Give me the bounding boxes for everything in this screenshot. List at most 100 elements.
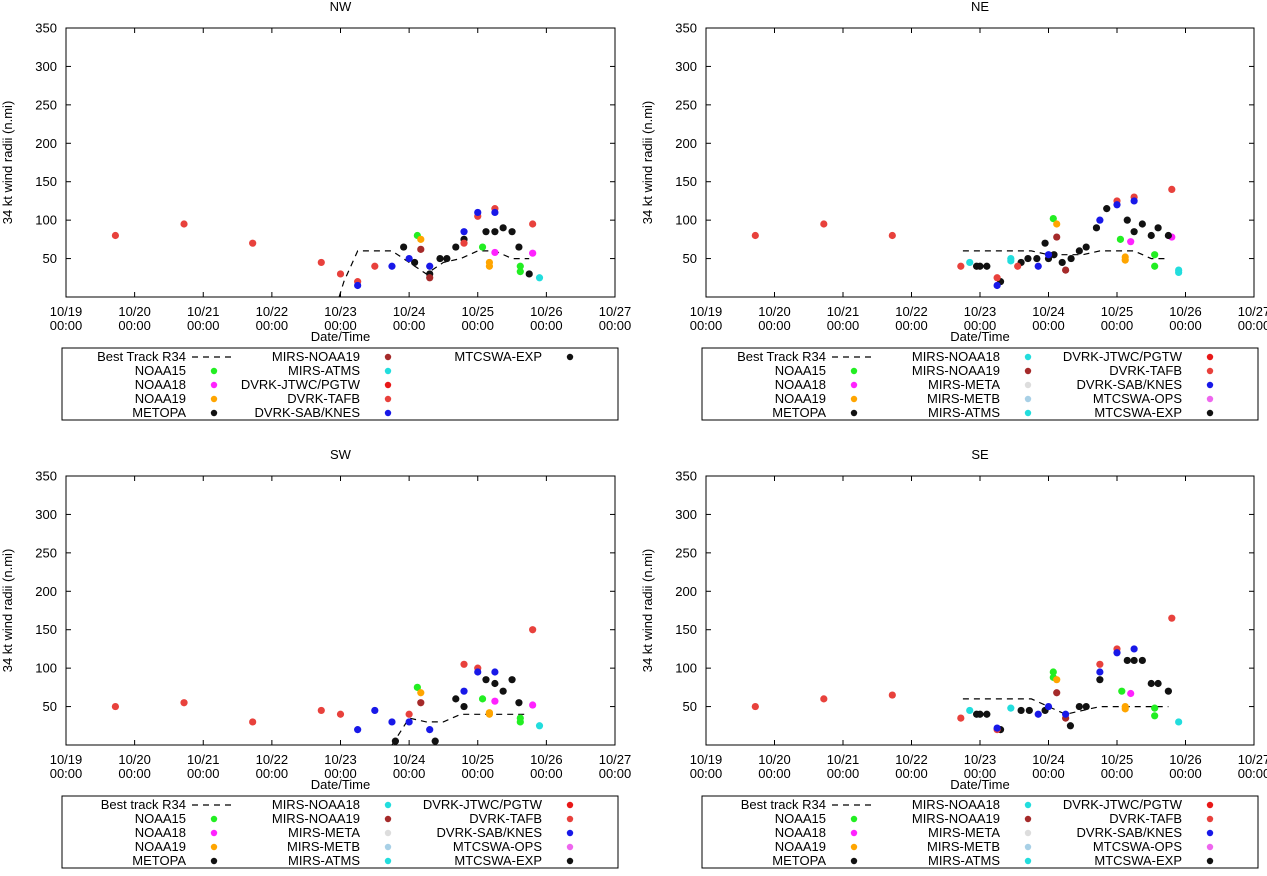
y-tick-label: 200	[675, 584, 697, 599]
x-axis-label: Date/Time	[950, 777, 1009, 792]
x-tick-date: 10/21	[187, 752, 220, 767]
x-axis-label: Date/Time	[311, 777, 370, 792]
y-tick-label: 250	[675, 545, 697, 560]
data-point	[983, 262, 991, 270]
legend-box	[61, 795, 619, 869]
x-tick-time: 00:00	[599, 318, 632, 333]
data-point	[1175, 718, 1183, 726]
data-point	[443, 254, 451, 263]
plot-area	[751, 185, 1183, 290]
series-dvrk-sab-knes	[993, 645, 1138, 732]
legend-dot-swatch	[850, 409, 858, 417]
data-point	[535, 274, 544, 282]
data-point	[491, 208, 499, 217]
data-point	[1096, 216, 1104, 224]
data-point	[993, 724, 1001, 732]
best-track-line	[962, 250, 1169, 260]
data-point	[1147, 231, 1155, 240]
y-tick-label: 150	[675, 174, 697, 189]
data-point	[820, 695, 828, 703]
data-point	[1066, 722, 1075, 730]
legend-label: NOAA18	[775, 825, 826, 840]
data-point	[1147, 679, 1155, 688]
data-point	[436, 254, 444, 263]
legend-dot-swatch	[384, 829, 392, 837]
x-tick-time: 00:00	[827, 766, 860, 781]
x-tick-time: 00:00	[895, 318, 928, 333]
legend-label: MIRS-METB	[287, 839, 360, 854]
legend-label: DVRK-TAFB	[1109, 363, 1182, 378]
data-point	[180, 220, 188, 228]
x-tick-time: 00:00	[461, 318, 494, 333]
data-point	[1017, 706, 1025, 715]
legend-label: Best track R34	[101, 797, 186, 812]
data-point	[888, 231, 896, 240]
legend-dot-swatch	[1024, 381, 1032, 389]
x-tick-time: 00:00	[1101, 766, 1134, 781]
y-tick-label: 350	[675, 469, 697, 484]
legend-label: MIRS-NOAA19	[912, 811, 1000, 826]
data-point	[491, 668, 499, 676]
legend-dot-swatch	[1024, 395, 1032, 403]
data-point	[336, 710, 345, 718]
data-point	[413, 683, 421, 691]
legend-dot-swatch	[384, 409, 392, 417]
series-metopa	[391, 676, 523, 745]
data-point	[417, 689, 425, 697]
x-tick-date: 10/26	[1169, 752, 1202, 767]
data-point	[460, 687, 468, 695]
legend-dot-swatch	[1206, 353, 1214, 361]
data-point	[1067, 254, 1075, 263]
data-point	[111, 231, 120, 240]
data-point	[1116, 235, 1125, 243]
data-point	[1151, 712, 1159, 720]
series-dvrk-sab-knes	[354, 208, 499, 290]
data-point	[529, 249, 537, 257]
x-tick-date: 10/22	[256, 752, 289, 767]
legend-dot-swatch	[566, 857, 574, 865]
data-point	[1033, 254, 1041, 263]
x-tick-time: 00:00	[256, 318, 289, 333]
data-point	[1164, 231, 1172, 240]
legend-label: MTCSWA-EXP	[1094, 853, 1182, 868]
x-tick-time: 00:00	[895, 766, 928, 781]
legend-dot-swatch	[1206, 409, 1214, 417]
x-tick-time: 00:00	[1032, 766, 1065, 781]
x-tick-date: 10/21	[827, 304, 860, 319]
x-tick-date: 10/26	[1169, 304, 1202, 319]
x-tick-time: 00:00	[1238, 318, 1267, 333]
data-point	[405, 710, 413, 718]
data-point	[1034, 262, 1042, 270]
legend-label: DVRK-TAFB	[469, 811, 542, 826]
legend-dot-swatch	[850, 395, 858, 403]
series-mirs-atms	[966, 254, 1183, 277]
series-mirs-atms	[535, 722, 544, 730]
x-tick-date: 10/26	[530, 304, 563, 319]
legend-dot-swatch	[210, 409, 218, 417]
legend-dot-swatch	[210, 843, 218, 851]
data-point	[482, 228, 490, 236]
x-tick-time: 00:00	[964, 318, 997, 333]
legend-label: MIRS-NOAA18	[912, 349, 1000, 364]
x-tick-date: 10/25	[461, 304, 494, 319]
data-point	[1121, 705, 1129, 713]
y-tick-label: 200	[35, 136, 57, 151]
data-point	[966, 258, 974, 267]
x-tick-time: 00:00	[393, 318, 426, 333]
x-tick-time: 00:00	[393, 766, 426, 781]
legend-dot-swatch	[384, 381, 392, 389]
data-point	[751, 231, 759, 240]
series-noaa19	[417, 235, 494, 270]
series-dvrk-tafb	[751, 614, 1176, 734]
legend-dot-swatch	[566, 815, 574, 823]
y-tick-label: 200	[675, 136, 697, 151]
legend-dot-swatch	[384, 367, 392, 375]
legend-label: NOAA15	[775, 811, 826, 826]
data-point	[426, 726, 434, 734]
legend-label: MTCSWA-EXP	[454, 349, 542, 364]
data-point	[1007, 257, 1015, 265]
legend-dot-swatch	[384, 395, 392, 403]
legend-label: DVRK-JTWC/PGTW	[1063, 349, 1183, 364]
